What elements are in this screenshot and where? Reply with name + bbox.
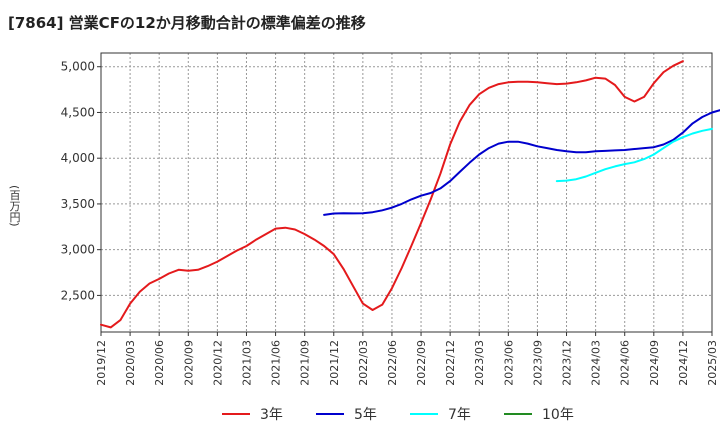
- legend-label: 7年: [448, 407, 471, 423]
- plot-frame: [100, 52, 713, 333]
- chart-title: [7864] 営業CFの12か月移動合計の標準偏差の推移: [8, 14, 366, 32]
- x-tick-label: 2020/12: [211, 340, 224, 386]
- x-tick-label: 2024/12: [677, 340, 690, 386]
- x-tick-label: 2020/06: [153, 340, 166, 386]
- x-tick-label: 2023/03: [473, 340, 486, 386]
- legend-item-5y: 5年: [316, 402, 377, 426]
- gridlines: [100, 53, 713, 332]
- x-tick-label: 2022/09: [415, 340, 428, 386]
- x-tick-label: 2023/09: [531, 340, 544, 386]
- series-line-3年: [100, 60, 684, 329]
- y-tick-label: 4,500: [61, 105, 95, 119]
- y-tick-label: 4,000: [61, 151, 95, 165]
- legend-item-3y: 3年: [222, 402, 283, 426]
- legend-label: 3年: [260, 407, 283, 423]
- legend-swatch: [316, 413, 344, 415]
- x-tick-label: 2024/03: [590, 340, 603, 386]
- legend-swatch: [222, 413, 250, 415]
- legend-swatch: [410, 413, 438, 415]
- x-tick-label: 2021/12: [328, 340, 341, 386]
- x-tick-label: 2023/06: [502, 340, 515, 386]
- x-tick-label: 2021/03: [240, 340, 253, 386]
- x-axis: 2019/12 2020/03 2020/06 2020/09 2020/12 2021/…: [95, 332, 719, 386]
- x-tick-label: 2024/06: [619, 340, 632, 386]
- x-tick-label: 2022/06: [386, 340, 399, 386]
- x-tick-label: 2022/03: [357, 340, 370, 386]
- legend-item-10y: 10年: [504, 402, 574, 426]
- y-axis-title: (百万円): [8, 185, 21, 227]
- legend-swatch: [504, 413, 532, 415]
- y-tick-label: 2,500: [61, 288, 95, 302]
- y-tick-label: 5,000: [61, 60, 95, 74]
- series-line-5年: [323, 109, 720, 216]
- y-tick-label: 3,500: [61, 197, 95, 211]
- x-tick-label: 2022/12: [444, 340, 457, 386]
- x-tick-label: 2020/09: [182, 340, 195, 386]
- legend: 3年 5年 7年 10年: [0, 402, 720, 426]
- x-tick-label: 2021/09: [299, 340, 312, 386]
- legend-label: 5年: [354, 407, 377, 423]
- legend-label: 10年: [542, 407, 574, 423]
- series-lines: [100, 60, 720, 329]
- x-tick-label: 2019/12: [95, 340, 108, 386]
- x-tick-label: 2024/09: [648, 340, 661, 386]
- y-tick-label: 3,000: [61, 243, 95, 257]
- y-axis: 2,500 3,000 3,500 4,000 4,500 5,000: [61, 60, 101, 302]
- legend-item-7y: 7年: [410, 402, 471, 426]
- x-tick-label: 2021/06: [270, 340, 283, 386]
- x-tick-label: 2025/03: [706, 340, 719, 386]
- x-tick-label: 2020/03: [124, 340, 137, 386]
- series-line-7年: [555, 127, 713, 183]
- x-tick-label: 2023/12: [561, 340, 574, 386]
